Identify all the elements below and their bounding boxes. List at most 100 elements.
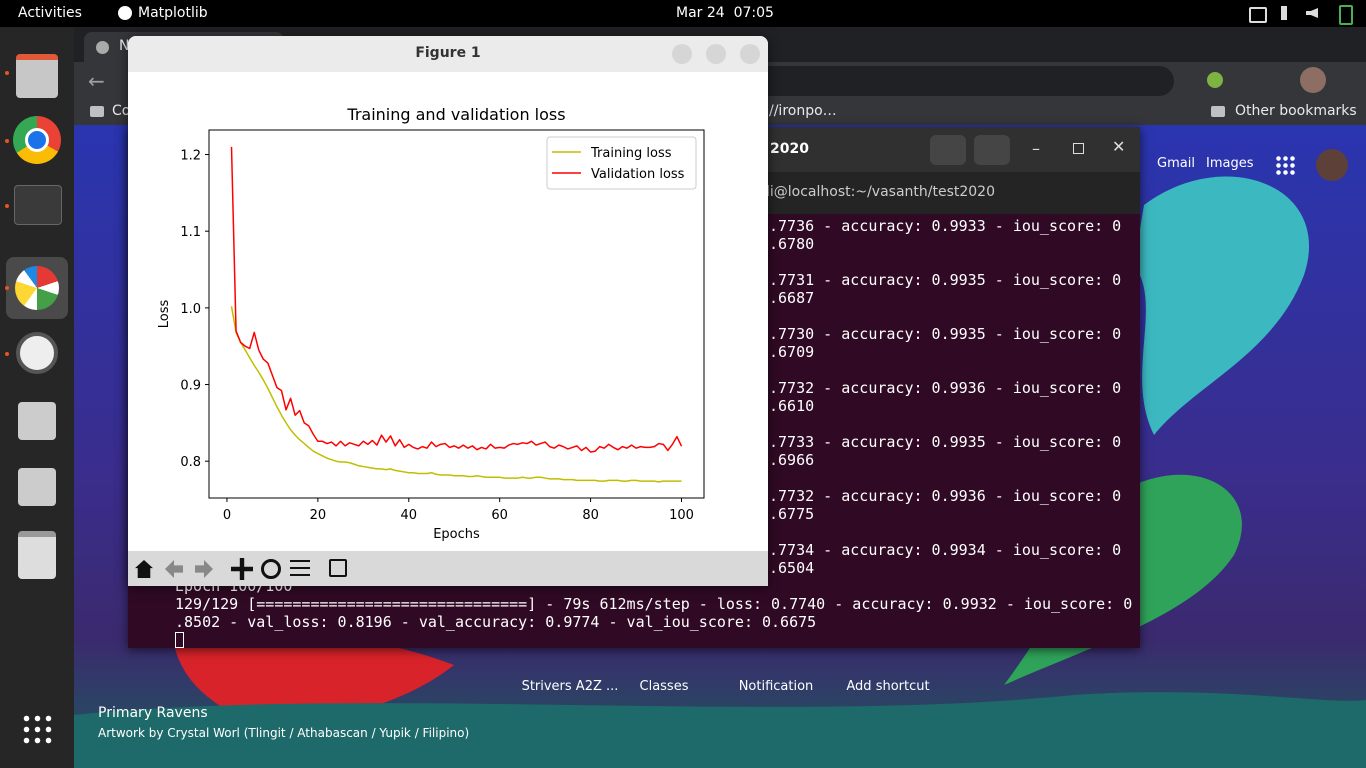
trash-icon[interactable] [18, 531, 56, 579]
terminal-title: 2020 [770, 141, 809, 157]
back-button[interactable] [165, 560, 183, 578]
gmail-link[interactable]: Gmail [1157, 156, 1195, 171]
apps-button[interactable] [1275, 155, 1295, 175]
app-grid[interactable] [21, 713, 53, 745]
wallpaper-credit: Artwork by Crystal Worl (Tlingit / Athab… [98, 726, 470, 740]
dock [0, 27, 74, 768]
terminal-line: .6775 [769, 505, 815, 523]
terminal-line: .6610 [769, 397, 815, 415]
x-tick-label: 80 [582, 508, 599, 523]
y-tick-label: 0.8 [180, 455, 201, 470]
cursor [175, 632, 184, 648]
back-button[interactable]: ← [88, 69, 105, 93]
figure-toolbar [128, 551, 768, 586]
menu-button[interactable] [974, 135, 1010, 165]
chrome-icon[interactable] [13, 116, 61, 164]
series-line [230, 306, 682, 483]
minimize-button[interactable]: – [1032, 139, 1040, 158]
terminal-line: .7732 - accuracy: 0.9936 - iou_score: 0 [769, 487, 1122, 505]
y-tick-label: 1.1 [180, 225, 201, 240]
maximize-button[interactable] [1073, 143, 1084, 154]
x-tick-label: 40 [400, 508, 417, 523]
files-icon[interactable] [16, 54, 58, 98]
terminal-line: .6780 [769, 235, 815, 253]
shortcut[interactable]: Notification [738, 679, 814, 694]
bluetooth-icon[interactable] [1281, 6, 1287, 20]
matplotlib-icon[interactable] [15, 266, 59, 310]
plot-frame [208, 129, 705, 499]
forward-button[interactable] [195, 560, 213, 578]
profile-icon[interactable] [1300, 67, 1326, 93]
close-button[interactable] [740, 44, 760, 64]
volume-icon[interactable] [1306, 8, 1318, 18]
network-icon[interactable] [1249, 7, 1267, 23]
terminal-line: 129/129 [==============================]… [175, 595, 1133, 613]
running-dot [5, 352, 9, 356]
running-dot [5, 204, 9, 208]
pan-button[interactable] [231, 558, 253, 580]
maximize-button[interactable] [706, 44, 726, 64]
app-name[interactable]: Matplotlib [138, 5, 208, 21]
x-tick-label: 20 [310, 508, 327, 523]
configure-button[interactable] [290, 560, 310, 578]
x-tick-label: 100 [669, 508, 694, 523]
activities[interactable]: Activities [18, 5, 82, 21]
bookmark[interactable]: //ironpo… [769, 103, 837, 119]
save-button[interactable] [329, 559, 347, 577]
terminal-line: .7736 - accuracy: 0.9933 - iou_score: 0 [769, 217, 1122, 235]
wallpaper-title[interactable]: Primary Ravens [98, 705, 208, 721]
bookmark[interactable]: Other bookmarks [1235, 103, 1357, 119]
running-dot [5, 286, 9, 290]
legend-label: Validation loss [591, 167, 685, 182]
disk-icon[interactable] [18, 468, 56, 506]
tab-title: N [119, 38, 130, 54]
figure-title: Figure 1 [415, 45, 481, 61]
images-link[interactable]: Images [1206, 156, 1254, 171]
chart: Training and validation loss Epochs Loss 0 2… [157, 105, 705, 542]
terminal-line: .6709 [769, 343, 815, 361]
running-dot [5, 139, 9, 143]
terminal-line: .7731 - accuracy: 0.9935 - iou_score: 0 [769, 271, 1122, 289]
shortcut[interactable]: Classes [639, 679, 689, 694]
series-line [230, 146, 683, 453]
legend-box [546, 136, 697, 190]
y-tick-label: 0.9 [180, 379, 201, 394]
terminal-icon[interactable] [14, 185, 62, 225]
home-button[interactable] [135, 560, 153, 578]
y-tick-label: 1.0 [180, 302, 201, 317]
extension-icon[interactable] [1207, 72, 1223, 88]
terminal-line: .6504 [769, 559, 815, 577]
x-tick-label: 60 [491, 508, 508, 523]
terminal-line: .8502 - val_loss: 0.8196 - val_accuracy:… [175, 613, 817, 631]
figure-header: Figure 1 [128, 36, 768, 72]
x-axis-label: Epochs [433, 527, 480, 542]
figure-window: Figure 1 Training and validation loss Epo… [128, 36, 768, 586]
terminal-line: .7733 - accuracy: 0.9935 - iou_score: 0 [769, 433, 1122, 451]
disk-icon[interactable] [18, 402, 56, 440]
terminal-tab-title[interactable]: li@localhost:~/vasanth/test2020 [766, 184, 995, 200]
y-tick-label: 1.2 [180, 149, 201, 164]
minimize-button[interactable] [672, 44, 692, 64]
clock[interactable]: Mar 24 07:05 [676, 5, 774, 21]
top-bar: Activities Matplotlib Mar 24 07:05 [0, 0, 1366, 27]
terminal-line: .7732 - accuracy: 0.9936 - iou_score: 0 [769, 379, 1122, 397]
running-dot [5, 71, 9, 75]
zoom-button[interactable] [261, 559, 281, 579]
software-icon[interactable] [16, 332, 58, 374]
y-axis-label: Loss [157, 300, 172, 329]
bookmark[interactable]: Co [112, 103, 131, 119]
shortcut[interactable]: Strivers A2Z ... [521, 679, 619, 694]
close-button[interactable]: ✕ [1112, 137, 1126, 156]
terminal-line: .7734 - accuracy: 0.9934 - iou_score: 0 [769, 541, 1122, 559]
terminal-line: .6966 [769, 451, 815, 469]
chart-title: Training and validation loss [346, 105, 565, 124]
x-tick-label: 0 [223, 508, 231, 523]
search-button[interactable] [930, 135, 966, 165]
terminal-line: .7730 - accuracy: 0.9935 - iou_score: 0 [769, 325, 1122, 343]
account-avatar[interactable] [1316, 149, 1348, 181]
shortcut[interactable]: Add shortcut [846, 679, 930, 694]
battery-icon[interactable] [1339, 5, 1353, 25]
terminal-line: .6687 [769, 289, 815, 307]
legend-label: Training loss [590, 146, 672, 161]
